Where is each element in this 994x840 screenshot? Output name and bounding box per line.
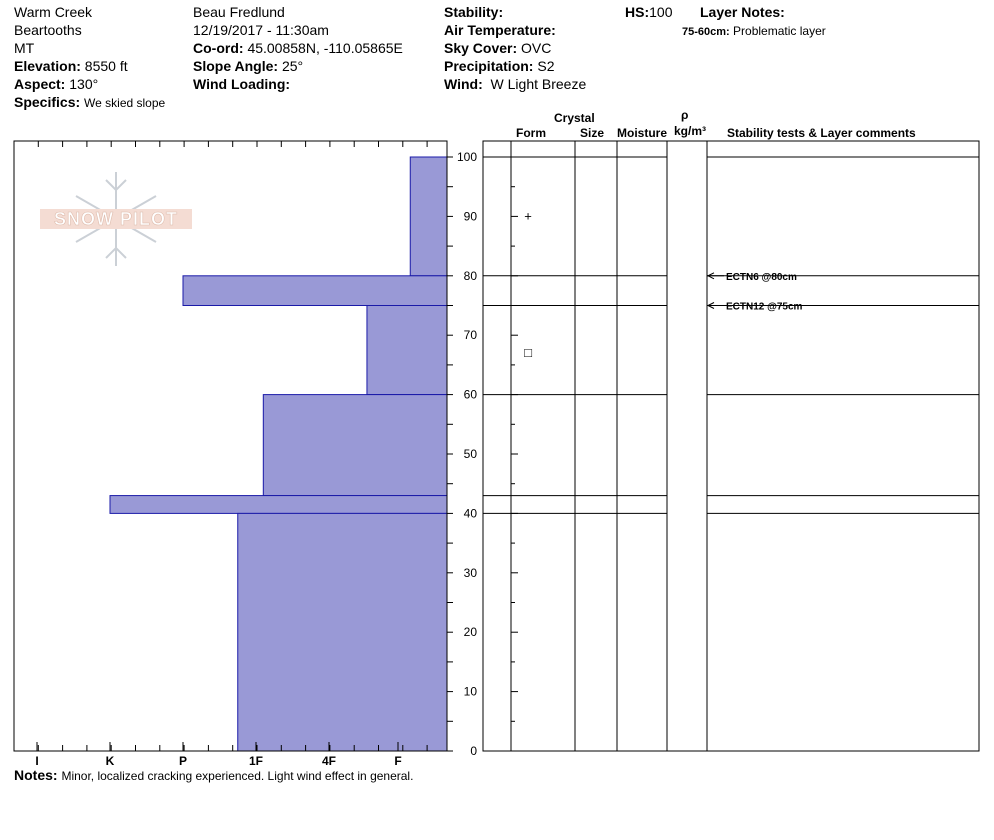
y-tick-label: 100 [457, 150, 477, 164]
sky-label: Sky Cover: [444, 40, 518, 56]
elevation: Elevation: 8550 ft [14, 58, 128, 74]
aspect-value: 130° [69, 76, 99, 92]
wind-label: Wind: [444, 76, 483, 92]
hardness-plot-frame [13, 140, 448, 752]
hardness-bar-2 [366, 305, 448, 396]
layer-note-range: 75-60cm: [682, 26, 730, 38]
form-header: Form [516, 126, 546, 140]
notes-label: Notes: [14, 767, 58, 783]
specifics-label: Specifics: [14, 94, 81, 110]
hardness-label-K: K [106, 754, 115, 768]
y-tick-label: 50 [464, 447, 478, 461]
specifics-value: We skied slope [84, 96, 166, 110]
slope-angle: Slope Angle: 25° [193, 58, 303, 74]
grain-form-symbol: □ [524, 345, 532, 360]
stability-test-label: ECTN12 @75cm [726, 302, 803, 313]
aspect-label: Aspect: [14, 76, 66, 92]
sky-cover: Sky Cover: OVC [444, 40, 551, 56]
hardness-bar-0 [409, 156, 448, 277]
hardness-label-4F: 4F [322, 754, 336, 768]
layer-note-text: Problematic layer [733, 24, 826, 38]
y-tick-label: 80 [464, 269, 478, 283]
crystal-header: Crystal [554, 111, 595, 125]
hardness-bar-4 [109, 495, 448, 514]
moisture-header: Moisture [617, 126, 668, 140]
y-tick-label: 0 [470, 744, 477, 758]
sky-value: OVC [521, 40, 552, 56]
hs-label: HS: [625, 4, 650, 20]
elevation-label: Elevation: [14, 58, 81, 74]
hardness-label-P: P [179, 754, 187, 768]
slope-label: Slope Angle: [193, 58, 279, 74]
location: Warm Creek [14, 4, 93, 20]
logo-text: SNOW PILOT [54, 209, 178, 229]
slope-value: 25° [281, 58, 304, 74]
coord-label: Co-ord: [193, 40, 244, 56]
stability-label: Stability: [444, 4, 504, 20]
hs-value: 100 [649, 4, 673, 20]
observer: Beau Fredlund [193, 4, 285, 20]
density-unit-header: kg/m³ [674, 124, 707, 138]
state: MT [14, 40, 35, 56]
size-header: Size [580, 126, 605, 140]
y-tick-label: 90 [464, 209, 478, 223]
y-tick-label: 30 [464, 566, 478, 580]
y-tick-label: 20 [464, 625, 478, 639]
y-tick-label: 60 [464, 388, 478, 402]
y-tick-label: 70 [464, 328, 478, 342]
hardness-label-F: F [394, 754, 401, 768]
hardness-bar-1 [182, 275, 448, 306]
layer-notes-label: Layer Notes: [700, 4, 785, 20]
stability-test-label: ECTN6 @80cm [726, 272, 797, 283]
logo-banner [40, 209, 192, 229]
arrow-icon [706, 302, 715, 309]
y-tick-label: 40 [464, 506, 478, 520]
wind-value: W Light Breeze [490, 76, 587, 92]
wind: Wind: W Light Breeze [444, 76, 586, 92]
arrow-icon [706, 272, 715, 280]
comments-header: Stability tests & Layer comments [727, 126, 916, 140]
coord-value: 45.00858N, -110.05865E [247, 40, 403, 56]
hardness-bar-3 [262, 394, 448, 497]
elevation-value: 8550 ft [84, 58, 128, 74]
datetime: 12/19/2017 - 11:30am [193, 22, 329, 38]
hardness-label-I: I [35, 754, 38, 768]
snowpilot-logo: SNOW PILOT [40, 172, 192, 266]
precip-label: Precipitation: [444, 58, 534, 74]
precipitation: Precipitation: S2 [444, 58, 554, 74]
aspect: Aspect: 130° [14, 76, 98, 92]
mountain-range: Beartooths [14, 22, 82, 38]
notes: Notes: Minor, localized cracking experie… [14, 767, 413, 784]
hardness-label-1F: 1F [249, 754, 263, 768]
coordinates: Co-ord: 45.00858N, -110.05865E [193, 40, 403, 56]
hardness-bar-5 [237, 512, 448, 752]
precip-value: S2 [537, 58, 555, 74]
specifics: Specifics: We skied slope [14, 94, 165, 111]
y-tick-label: 10 [464, 685, 478, 699]
notes-text: Minor, localized cracking experienced. L… [61, 769, 414, 783]
rho-header: ρ [681, 108, 689, 122]
air-temp-label: Air Temperature: [444, 22, 556, 38]
hs: HS:100 [625, 4, 672, 20]
grain-form-symbol: + [524, 208, 532, 223]
wind-loading-label: Wind Loading: [193, 76, 291, 92]
layer-table-frame [482, 140, 980, 752]
layer-note: 75-60cm: Problematic layer [682, 23, 826, 40]
